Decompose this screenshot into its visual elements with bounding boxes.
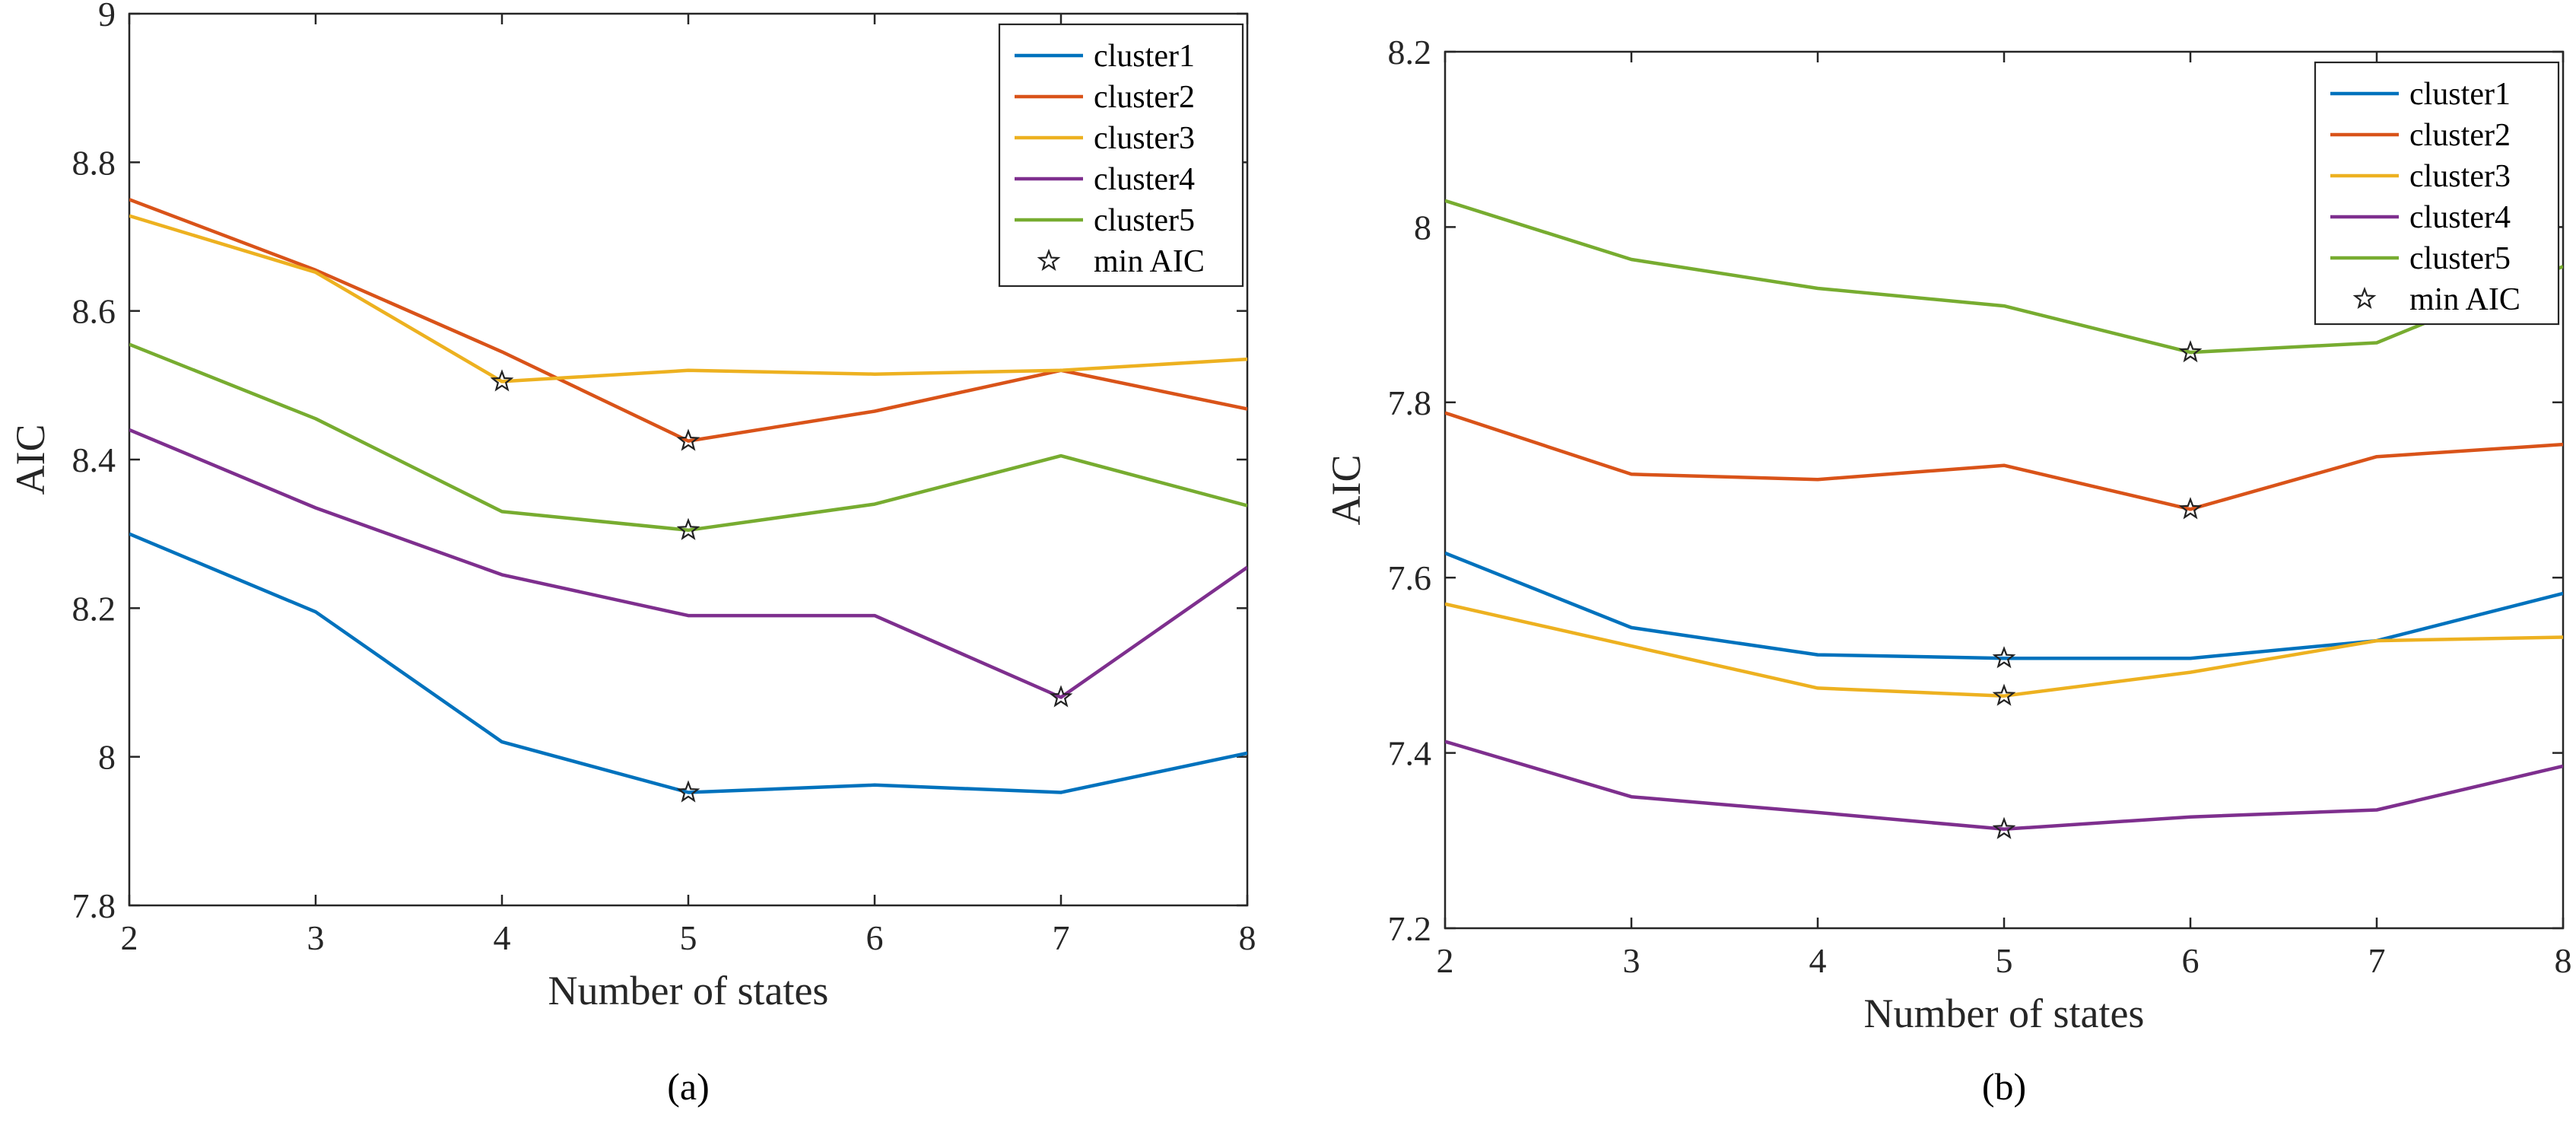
- legend-label: cluster1: [1094, 39, 1195, 74]
- panel-caption: (b): [1982, 1065, 2026, 1108]
- y-tick-label: 8: [1414, 208, 1431, 247]
- x-tick-label: 6: [866, 918, 884, 957]
- x-tick-label: 2: [121, 918, 138, 957]
- legend-label: min AIC: [2409, 282, 2520, 317]
- legend-label: cluster1: [2409, 77, 2511, 112]
- legend-marker-min-aic: [1037, 248, 1061, 272]
- x-tick-label: 7: [1053, 918, 1070, 957]
- x-axis-title: Number of states: [1864, 991, 2145, 1036]
- series-line-cluster4: [1445, 740, 2563, 832]
- x-tick-label: 8: [2555, 941, 2572, 980]
- legend-box: [998, 23, 1244, 288]
- chart-panel-a: 2 3 4 5 6 7 8 7.8 8 8.2 8.4 8.6 8.8 9 Number of states…: [8, 0, 1256, 1108]
- y-axis-title: AIC: [8, 425, 53, 495]
- x-tick-label: 2: [1437, 941, 1454, 980]
- series-group: [129, 198, 1247, 794]
- legend-marker-min-aic: [2352, 286, 2377, 310]
- min-aic-marker: [1992, 683, 2016, 706]
- min-aic-marker: [490, 369, 514, 392]
- x-tick-label: 4: [1809, 941, 1827, 980]
- min-aic-marker: [1992, 816, 2016, 839]
- series-line-cluster3: [1445, 602, 2563, 698]
- x-tick-label: 5: [680, 918, 697, 957]
- legend-label: cluster3: [1094, 121, 1195, 156]
- min-aic-marker: [2178, 497, 2203, 520]
- legend-box: [2314, 61, 2560, 326]
- legend-label: cluster2: [1094, 80, 1195, 115]
- y-tick-label: 8.6: [72, 292, 116, 331]
- x-tick-label: 3: [1623, 941, 1641, 980]
- legend-label: cluster2: [2409, 118, 2511, 153]
- legend-label: cluster5: [2409, 241, 2511, 276]
- series-line-cluster5: [129, 342, 1247, 533]
- y-tick-label: 9: [98, 0, 116, 33]
- y-tick-label: 7.2: [1388, 909, 1432, 948]
- series-line-cluster5: [1445, 199, 2563, 355]
- series-line-cluster3: [129, 214, 1247, 383]
- min-aic-marker: [676, 517, 700, 540]
- x-tick-label: 8: [1239, 918, 1256, 957]
- series-line-cluster2: [1445, 411, 2563, 511]
- x-tick-label: 4: [494, 918, 511, 957]
- legend-label: cluster3: [2409, 159, 2511, 194]
- x-axis-title: Number of states: [548, 968, 829, 1013]
- chart-panel-b: 2 3 4 5 6 7 8 7.2 7.4 7.6 7.8 8 8.2 Number of states A…: [1323, 33, 2572, 1108]
- y-tick-label: 7.6: [1388, 558, 1432, 597]
- min-aic-marker: [1049, 685, 1073, 708]
- y-tick-label: 7.8: [1388, 383, 1432, 422]
- panel-caption: (a): [667, 1065, 710, 1108]
- y-tick-label: 8.8: [72, 143, 116, 182]
- y-axis-title: AIC: [1323, 455, 1369, 526]
- legend-label: cluster4: [1094, 162, 1195, 197]
- series-group: [1445, 199, 2563, 832]
- y-tick-label: 7.4: [1388, 734, 1432, 773]
- series-line-cluster1: [129, 532, 1247, 794]
- y-tick-label: 8.2: [1388, 33, 1432, 72]
- x-tick-label: 5: [1996, 941, 2013, 980]
- y-tick-label: 8: [98, 738, 116, 777]
- y-tick-label: 8.4: [72, 441, 116, 479]
- min-aic-marker: [1992, 646, 2016, 669]
- series-line-cluster4: [129, 428, 1247, 699]
- legend-label: cluster5: [1094, 203, 1195, 238]
- min-aic-marker: [2178, 339, 2203, 363]
- x-tick-label: 6: [2182, 941, 2200, 980]
- legend-label: min AIC: [1094, 244, 1205, 279]
- y-tick-label: 7.8: [72, 886, 116, 925]
- min-aic-marker: [676, 780, 700, 803]
- min-aic-marker: [676, 428, 700, 451]
- y-tick-label: 8.2: [72, 589, 116, 628]
- x-tick-label: 7: [2368, 941, 2386, 980]
- legend-label: cluster4: [2409, 200, 2511, 235]
- x-tick-label: 3: [307, 918, 325, 957]
